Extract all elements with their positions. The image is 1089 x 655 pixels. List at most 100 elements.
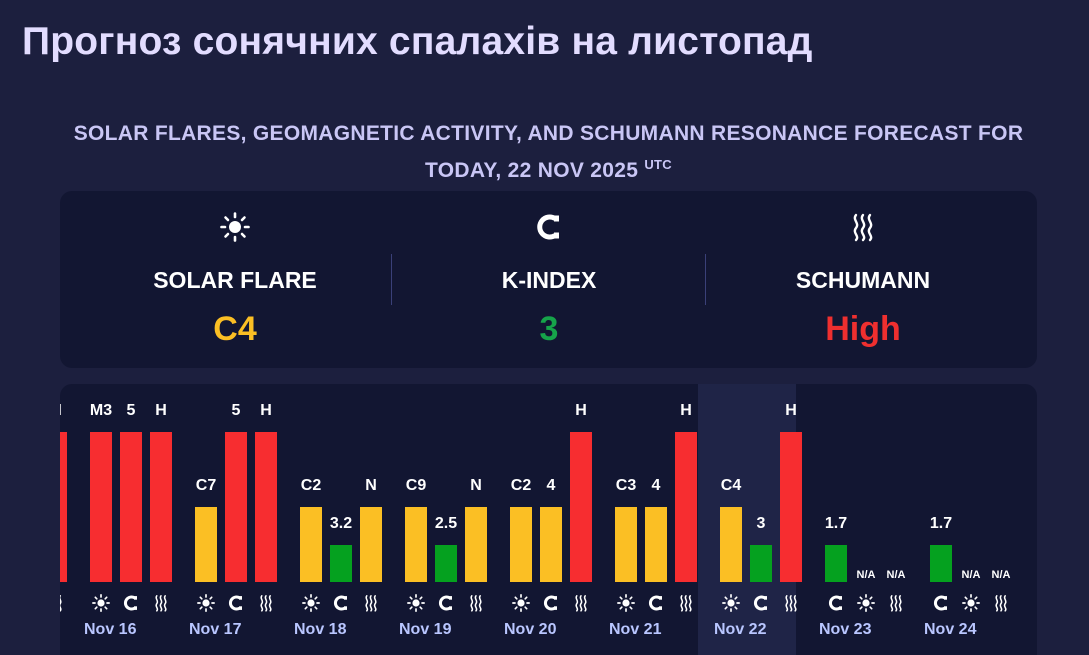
waves-icon [995,595,1007,612]
solar-flare-value: C4 [213,310,257,348]
forecast-bar[interactable] [780,432,802,582]
bar-value-label: M3 [89,402,113,419]
k-index-label: K-INDEX [501,267,597,293]
waves-icon [853,213,873,242]
magnet-icon [934,595,947,611]
sun-icon [302,594,320,612]
bar-value-label: 4 [546,477,556,494]
forecast-bar[interactable] [360,507,382,582]
forecast-bar[interactable] [255,432,277,582]
magnet-icon [829,595,842,611]
forecast-bar[interactable] [150,432,172,582]
sun-icon [512,594,530,612]
schumann-summary: SCHUMANN High [763,191,963,368]
summary-divider [705,254,706,305]
bar-value-label: 3 [756,515,766,532]
forecast-bar[interactable] [195,507,217,582]
sun-icon [92,594,110,612]
utc-label: UTC [644,157,672,172]
magnet-icon [334,595,347,611]
forecast-bar[interactable] [60,432,67,582]
forecast-bar[interactable] [405,507,427,582]
day-label: Nov 21 [609,621,662,638]
forecast-bar[interactable] [675,432,697,582]
forecast-bar[interactable] [750,545,772,582]
magnet-icon [124,595,137,611]
forecast-bar[interactable] [645,507,667,582]
sun-icon [617,594,635,612]
waves-icon [680,595,692,612]
forecast-bar[interactable] [120,432,142,582]
bar-value-label: H [575,402,587,419]
day-label: Nov 22 [714,621,767,638]
day-label: Nov 16 [84,621,137,638]
forecast-chart: H M3 5 H Nov 16 C7 5 H Nov 17 C2 3.2 N Nov 18 C9 2.5 N N… [60,384,1037,655]
forecast-bar[interactable] [825,545,847,582]
bar-value-label: 1.7 [929,515,953,532]
sun-icon [857,594,875,612]
summary-panel: SOLAR FLARE C4 K-INDEX 3 SCHUMANN High [60,191,1037,368]
forecast-bar[interactable] [720,507,742,582]
forecast-bar[interactable] [435,545,457,582]
sun-icon [197,594,215,612]
day-label: Nov 23 [819,621,872,638]
forecast-bar[interactable] [570,432,592,582]
bar-value-label: C3 [615,477,637,494]
bar-value-label: N/A [856,569,876,581]
magnet-icon [229,595,242,611]
k-index-value: 3 [539,310,559,348]
sun-icon [962,594,980,612]
bar-value-label: 5 [126,402,136,419]
waves-icon [470,595,482,612]
waves-icon [890,595,902,612]
bar-value-label: N/A [886,569,906,581]
day-label: Nov 24 [924,621,977,638]
forecast-bar[interactable] [225,432,247,582]
bar-value-label: H [680,402,692,419]
bar-value-label: H [785,402,797,419]
forecast-bar[interactable] [300,507,322,582]
solar-flare-summary: SOLAR FLARE C4 [135,191,335,368]
bar-value-label: 4 [651,477,661,494]
bar-value-label: 3.2 [329,515,353,532]
forecast-bar[interactable] [540,507,562,582]
forecast-bar[interactable] [90,432,112,582]
day-label: Nov 19 [399,621,452,638]
bar-value-label: N [365,477,377,494]
selected-day-highlight [698,384,796,655]
sun-icon [220,212,250,242]
bar-value-label: C9 [405,477,427,494]
day-label: Nov 17 [189,621,242,638]
forecast-bar[interactable] [615,507,637,582]
k-index-summary: K-INDEX 3 [449,191,649,368]
bar-value-label: H [60,402,76,420]
waves-icon [785,595,797,612]
bar-value-label: N/A [961,569,981,581]
forecast-bar[interactable] [930,545,952,582]
solar-flare-label: SOLAR FLARE [153,267,317,293]
magnet-icon [537,214,559,240]
summary-divider [391,254,392,305]
page-title: Прогноз сонячних спалахів на листопад [22,20,813,63]
schumann-value: High [825,310,901,348]
forecast-bar[interactable] [465,507,487,582]
sun-icon [407,594,425,612]
day-label: Nov 20 [504,621,557,638]
waves-icon [260,595,272,612]
day-label: Nov 18 [294,621,347,638]
bar-value-label: 1.7 [824,515,848,532]
bar-value-label: N [470,477,482,494]
forecast-bar[interactable] [510,507,532,582]
magnet-icon [754,595,767,611]
bar-value-label: 5 [231,402,241,419]
magnet-icon [439,595,452,611]
magnet-icon [544,595,557,611]
waves-icon [575,595,587,612]
bar-value-label: H [155,402,167,419]
forecast-bar[interactable] [330,545,352,582]
schumann-label: SCHUMANN [795,267,931,293]
sun-icon [722,594,740,612]
waves-icon [60,595,62,612]
bar-value-label: 2.5 [434,515,458,532]
bar-value-label: C4 [720,477,742,494]
